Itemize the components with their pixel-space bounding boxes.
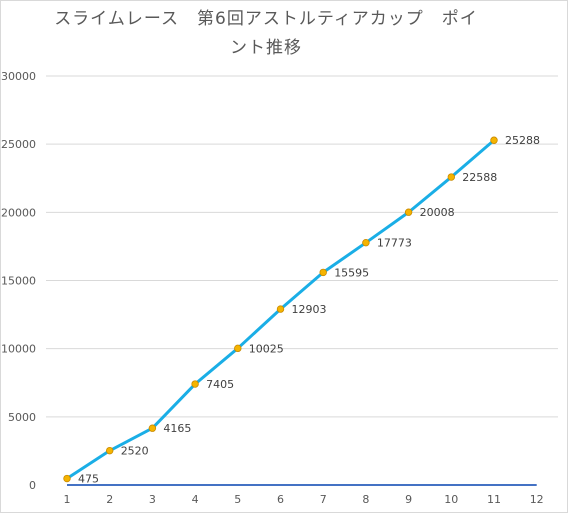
data-label: 20008	[420, 206, 455, 219]
x-tick-label: 4	[192, 493, 199, 506]
data-point	[447, 173, 455, 181]
chart-title: スライムレース 第6回アストルティアカップ ポイ ント推移	[41, 5, 491, 63]
data-label: 22588	[462, 171, 497, 184]
data-label: 475	[78, 473, 99, 486]
y-tick-label: 15000	[1, 275, 36, 288]
data-point	[319, 268, 327, 277]
x-tick-label: 12	[530, 493, 544, 506]
data-labels: 475 2520 4165 7405 10025 12903 15595 17773 20008…	[78, 134, 540, 485]
data-label: 7405	[206, 378, 234, 391]
x-tick-label: 11	[487, 493, 501, 506]
y-axis-ticks: 0 5000 10000 15000 20000 25000 30000	[1, 70, 36, 492]
data-label: 2520	[121, 445, 149, 458]
y-tick-label: 10000	[1, 343, 36, 356]
y-tick-label: 25000	[1, 138, 36, 151]
data-label: 12903	[292, 303, 327, 316]
chart-title-line-2: ント推移	[230, 38, 302, 58]
data-point	[148, 424, 157, 432]
data-point	[276, 305, 285, 313]
y-tick-label: 20000	[1, 206, 36, 219]
data-point	[105, 446, 114, 455]
x-tick-label: 7	[320, 493, 327, 506]
data-label: 25288	[505, 134, 540, 147]
y-tick-label: 5000	[8, 411, 36, 424]
y-tick-label: 0	[29, 479, 36, 492]
x-tick-label: 8	[362, 493, 369, 506]
data-point	[63, 474, 71, 483]
x-tick-label: 9	[405, 493, 412, 506]
data-label: 17773	[377, 237, 412, 250]
x-tick-label: 2	[106, 493, 113, 506]
data-points	[63, 136, 498, 483]
data-point	[234, 344, 242, 353]
data-point	[490, 136, 498, 144]
x-tick-label: 10	[444, 493, 458, 506]
x-tick-label: 5	[234, 493, 241, 506]
chart-title-line-1: スライムレース 第6回アストルティアカップ ポイ	[54, 9, 478, 29]
x-axis-ticks: 1 2 3 4 5 6 7 8 9 10 11 12	[64, 493, 544, 506]
data-point	[404, 208, 413, 216]
data-label: 4165	[163, 422, 191, 435]
y-tick-label: 30000	[1, 70, 36, 83]
data-label: 10025	[249, 342, 284, 355]
data-point	[191, 380, 199, 388]
data-point	[362, 238, 370, 247]
gridlines	[46, 75, 558, 418]
x-tick-label: 6	[277, 493, 284, 506]
x-tick-label: 1	[64, 493, 71, 506]
data-label: 15595	[334, 266, 369, 279]
x-tick-label: 3	[149, 493, 156, 506]
